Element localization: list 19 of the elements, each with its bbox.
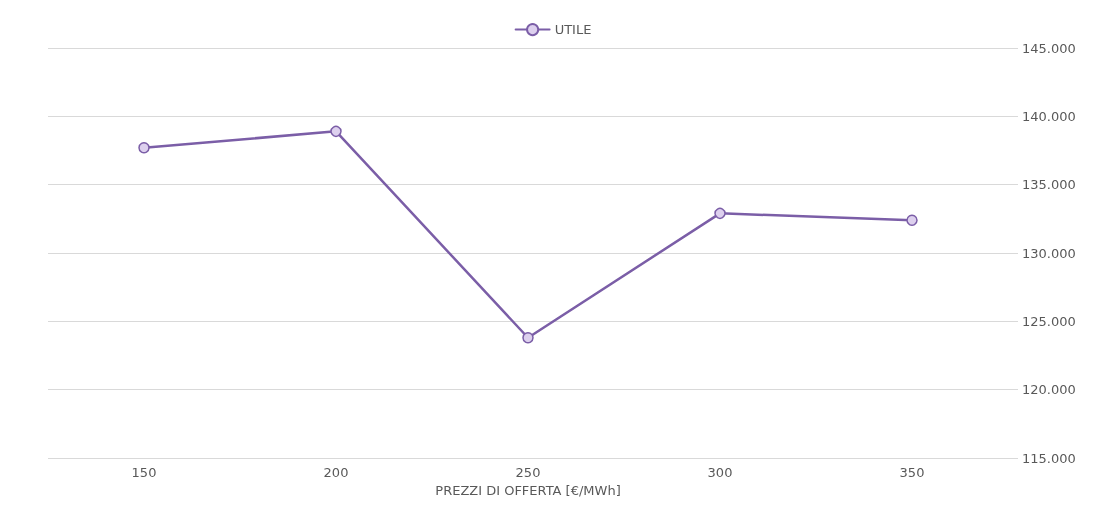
x-tick-label: 300 — [707, 465, 733, 480]
x-tick-label: 200 — [323, 465, 349, 480]
y-tick-label: 120.000 — [1022, 382, 1076, 398]
y-tick-label: 130.000 — [1022, 245, 1076, 261]
y-tick-label: 140.000 — [1022, 108, 1076, 124]
point — [522, 331, 534, 344]
y-tick-label: 125.000 — [1022, 313, 1076, 329]
point — [330, 125, 342, 138]
x-tick-label: 350 — [899, 465, 925, 480]
y-tick-label: 145.000 — [1022, 40, 1076, 56]
y-tick-label: 115.000 — [1022, 450, 1076, 466]
legend-label: UTILE — [554, 22, 592, 38]
x-tick-label: 250 — [515, 465, 541, 480]
y-tick-label: 135.000 — [1022, 177, 1076, 193]
x-axis-title: PREZZI DI OFFERTA [€/MWh] — [435, 482, 621, 498]
point — [906, 214, 918, 226]
point — [714, 207, 726, 220]
point — [138, 142, 150, 154]
x-tick-label: 150 — [131, 465, 157, 480]
